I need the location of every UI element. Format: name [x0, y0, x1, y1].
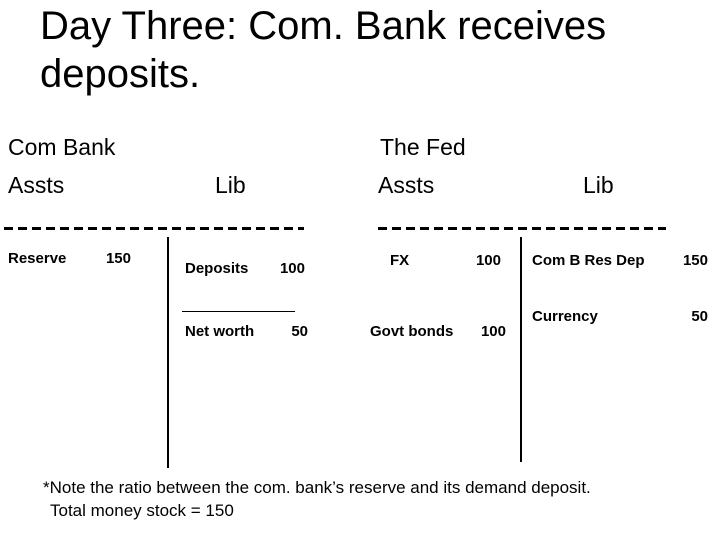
net-worth-separator-line [182, 311, 295, 312]
entry-value: 50 [691, 308, 708, 325]
entry-value: 100 [279, 260, 305, 277]
entry-label: Net worth [185, 323, 255, 340]
fed-assets-label: Assts [378, 172, 435, 198]
slide-title: Day Three: Com. Bank receives deposits. [40, 4, 607, 96]
entry-label: Currency [532, 308, 598, 325]
fed-liability-currency-row: Currency 50 [532, 308, 708, 325]
entry-value: 150 [105, 250, 131, 267]
fed-t-line [520, 237, 522, 462]
fed-asset-govt-bonds-row: Govt bonds 100 [370, 323, 506, 340]
footnote-line-2: Total money stock = 150 [50, 501, 234, 520]
entry-value: 150 [682, 252, 708, 269]
com-bank-account-name: Com Bank [8, 134, 116, 160]
entry-label: Deposits [185, 260, 249, 277]
com-bank-asset-row: Reserve 150 [8, 250, 131, 267]
entry-value: 50 [291, 323, 308, 340]
com-bank-liability-row: Deposits 100 [185, 260, 305, 277]
entry-label: Govt bonds [370, 323, 454, 340]
com-bank-networth-row: Net worth 50 [185, 323, 308, 340]
fed-account-name: The Fed [380, 134, 466, 160]
entry-label: Com B Res Dep [532, 252, 645, 269]
fed-asset-fx-row: FX 100 [390, 252, 501, 269]
fed-liabilities-label: Lib [583, 172, 614, 198]
entry-label: Reserve [8, 250, 67, 267]
com-bank-liabilities-label: Lib [215, 172, 246, 198]
entry-value: 100 [475, 252, 501, 269]
footnote-line-1: *Note the ratio between the com. bank’s … [43, 478, 591, 497]
fed-liability-res-dep-row: Com B Res Dep 150 [532, 252, 708, 269]
com-bank-assets-label: Assts [8, 172, 65, 198]
entry-value: 100 [480, 323, 506, 340]
entry-label: FX [390, 252, 410, 269]
com-bank-divider-line [4, 227, 304, 230]
fed-divider-line [378, 227, 666, 230]
com-bank-t-line [167, 237, 169, 468]
